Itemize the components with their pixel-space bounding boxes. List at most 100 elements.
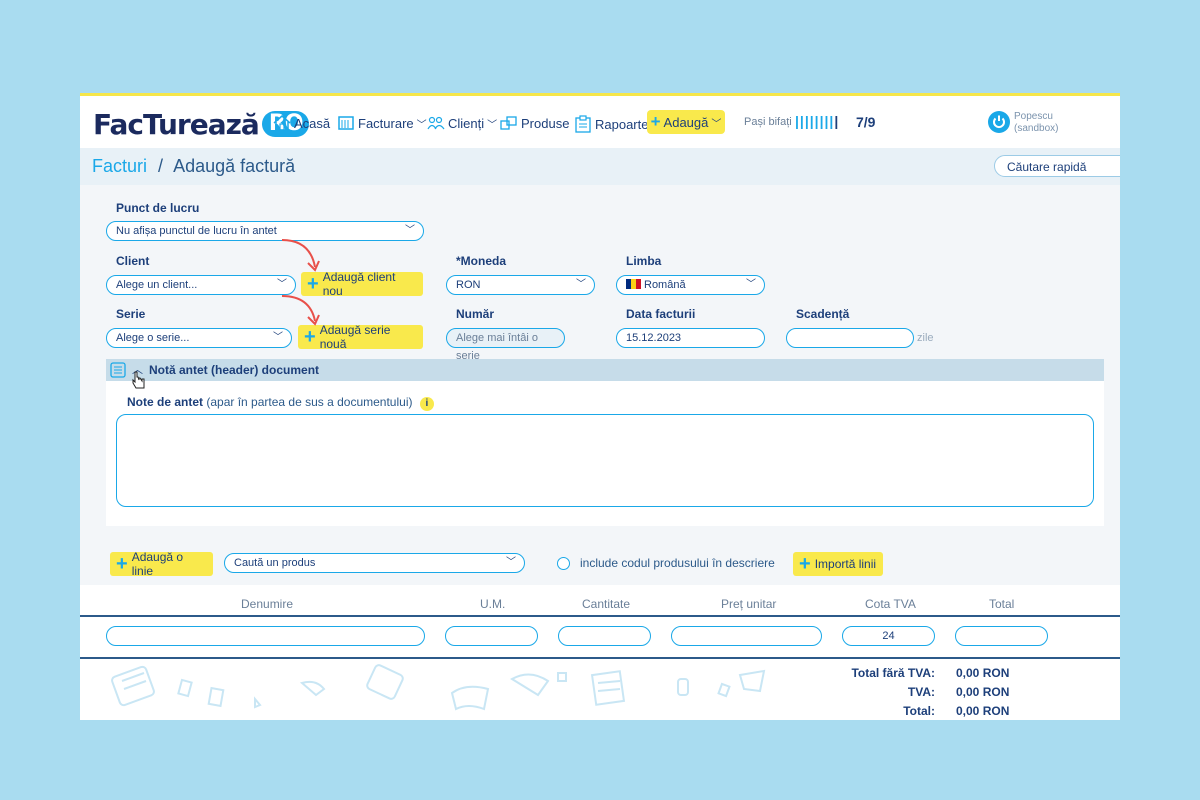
serie-select[interactable]: Alege o serie... ﹀	[106, 328, 292, 348]
steps-bar-current: |	[834, 113, 840, 129]
user-name: Popescu	[1014, 111, 1053, 122]
um-input[interactable]	[445, 626, 538, 646]
reports-icon	[575, 115, 591, 133]
data-label: Data facturii	[626, 307, 696, 321]
steps-count: 7/9	[856, 114, 876, 130]
nav-acasa[interactable]: Acasă	[273, 115, 330, 131]
brand-suffix: RO	[261, 111, 310, 137]
nav-produse[interactable]: Produse	[500, 115, 569, 131]
plus-icon: +	[799, 553, 811, 575]
limba-value: Română	[644, 279, 686, 291]
info-icon[interactable]: i	[419, 397, 434, 411]
power-icon[interactable]	[988, 111, 1010, 133]
clients-icon	[427, 116, 445, 130]
client-label: Client	[116, 254, 150, 268]
nav-facturare[interactable]: Facturare ﹀	[337, 115, 427, 131]
header-note-section[interactable]: ︿ Notă antet (header) document	[106, 359, 1104, 381]
chevron-down-icon: ﹀	[506, 557, 516, 568]
user-mode: (sandbox)	[1014, 123, 1059, 134]
col-um: U.M.	[480, 597, 506, 611]
products-icon	[500, 116, 517, 130]
chevron-down-icon: ﹀	[711, 118, 722, 130]
import-lines-label: Importă linii	[814, 557, 877, 571]
col-denumire: Denumire	[241, 597, 294, 611]
add-client-button[interactable]: + Adaugă client nou	[301, 270, 423, 298]
product-search-select[interactable]: Caută un produs ﹀	[224, 553, 525, 573]
chevron-down-icon: ﹀	[416, 119, 427, 131]
cota-tva-input[interactable]: 24	[842, 626, 935, 646]
col-total: Total	[989, 597, 1015, 611]
top-accent-line	[80, 93, 1120, 96]
nav-rapoarte-label: Rapoarte	[595, 116, 649, 132]
moneda-select[interactable]: RON ﹀	[446, 275, 595, 295]
table-row: 24	[80, 617, 1120, 659]
document-icon	[110, 362, 126, 378]
totals-footer: Total fără TVA: 0,00 RON TVA: 0,00 RON T…	[80, 659, 1120, 720]
nav-adauga-button[interactable]: + Adaugă ﹀	[647, 110, 725, 134]
breadcrumb-bar: Facturi / Adaugă factură Căutare rapidă	[80, 148, 1120, 185]
add-serie-button[interactable]: + Adaugă serie nouă	[298, 323, 423, 351]
cantitate-input[interactable]	[558, 626, 651, 646]
punct-label: Punct de lucru	[116, 201, 200, 215]
scadenta-label: Scadență	[796, 307, 850, 321]
lines-table-header: Denumire U.M. Cantitate Preț unitar Cota…	[80, 585, 1120, 617]
scadenta-unit: zile	[917, 332, 934, 344]
include-code-radio[interactable]	[557, 557, 570, 570]
page-title: Adaugă factură	[173, 156, 296, 176]
user-info[interactable]: Popescu (sandbox)	[1014, 111, 1058, 135]
include-code-label: include codul produsului în descriere	[580, 556, 775, 570]
col-cota-tva: Cota TVA	[865, 597, 916, 611]
add-serie-label: Adaugă serie nouă	[319, 323, 391, 351]
brand-name: FacTurează	[93, 108, 260, 141]
flag-romania-icon	[626, 279, 641, 289]
limba-select[interactable]: Română ﹀	[616, 275, 765, 295]
data-facturii-input[interactable]: 15.12.2023	[616, 328, 765, 348]
add-line-label: Adaugă o linie	[131, 550, 184, 578]
plus-icon: +	[304, 326, 316, 348]
client-value: Alege un client...	[116, 279, 198, 291]
chevron-down-icon: ﹀	[576, 279, 586, 290]
total-fara-tva-value: 0,00 RON	[956, 666, 1010, 680]
pret-unitar-input[interactable]	[671, 626, 822, 646]
steps-progress-bars: |||||||||	[795, 113, 839, 129]
nav-rapoarte[interactable]: Rapoarte	[574, 115, 648, 133]
pointer-arrow-icon	[281, 295, 320, 326]
total-fara-tva-label: Total fără TVA:	[851, 666, 935, 680]
add-line-button[interactable]: + Adaugă o linie	[110, 550, 213, 578]
scadenta-input[interactable]	[786, 328, 914, 348]
pointer-arrow-icon	[281, 239, 320, 272]
hand-cursor-icon	[132, 371, 145, 389]
breadcrumb-facturi[interactable]: Facturi	[92, 156, 148, 176]
punct-value: Nu afișa punctul de lucru în antet	[116, 225, 277, 237]
client-select[interactable]: Alege un client... ﹀	[106, 275, 296, 295]
moneda-label: *Moneda	[456, 254, 507, 268]
nav-clienti[interactable]: Clienți ﹀	[427, 115, 497, 131]
punct-select[interactable]: Nu afișa punctul de lucru în antet ﹀	[106, 221, 424, 241]
chevron-up-icon[interactable]: ︿	[132, 364, 143, 376]
denumire-input[interactable]	[106, 626, 425, 646]
tva-label: TVA:	[907, 685, 935, 699]
import-lines-button[interactable]: + Importă linii	[793, 552, 883, 576]
plus-icon: +	[116, 553, 128, 575]
note-hint: (apar în partea de sus a documentului)	[206, 395, 413, 409]
tva-value: 0,00 RON	[956, 685, 1010, 699]
plus-icon: +	[307, 273, 319, 295]
total-input[interactable]	[955, 626, 1048, 646]
note-label: Note de antet	[127, 395, 204, 409]
section-title: Notă antet (header) document	[149, 363, 320, 377]
col-pret-unitar: Preț unitar	[721, 597, 777, 611]
chevron-down-icon: ﹀	[277, 279, 287, 290]
decorative-doodles	[111, 664, 766, 711]
header-note-textarea[interactable]	[116, 414, 1094, 507]
search-input[interactable]: Căutare rapidă	[994, 155, 1120, 177]
chevron-down-icon: ﹀	[487, 119, 498, 131]
plus-icon: +	[650, 112, 661, 131]
nav-facturare-label: Facturare	[358, 115, 414, 131]
numar-label: Număr	[456, 307, 495, 321]
total-value: 0,00 RON	[956, 704, 1010, 718]
data-value: 15.12.2023	[626, 332, 682, 344]
chevron-down-icon: ﹀	[273, 332, 283, 343]
nav-acasa-label: Acasă	[294, 115, 331, 131]
limba-label: Limba	[626, 254, 662, 268]
brand-logo[interactable]: FacTurează RO	[93, 108, 310, 141]
